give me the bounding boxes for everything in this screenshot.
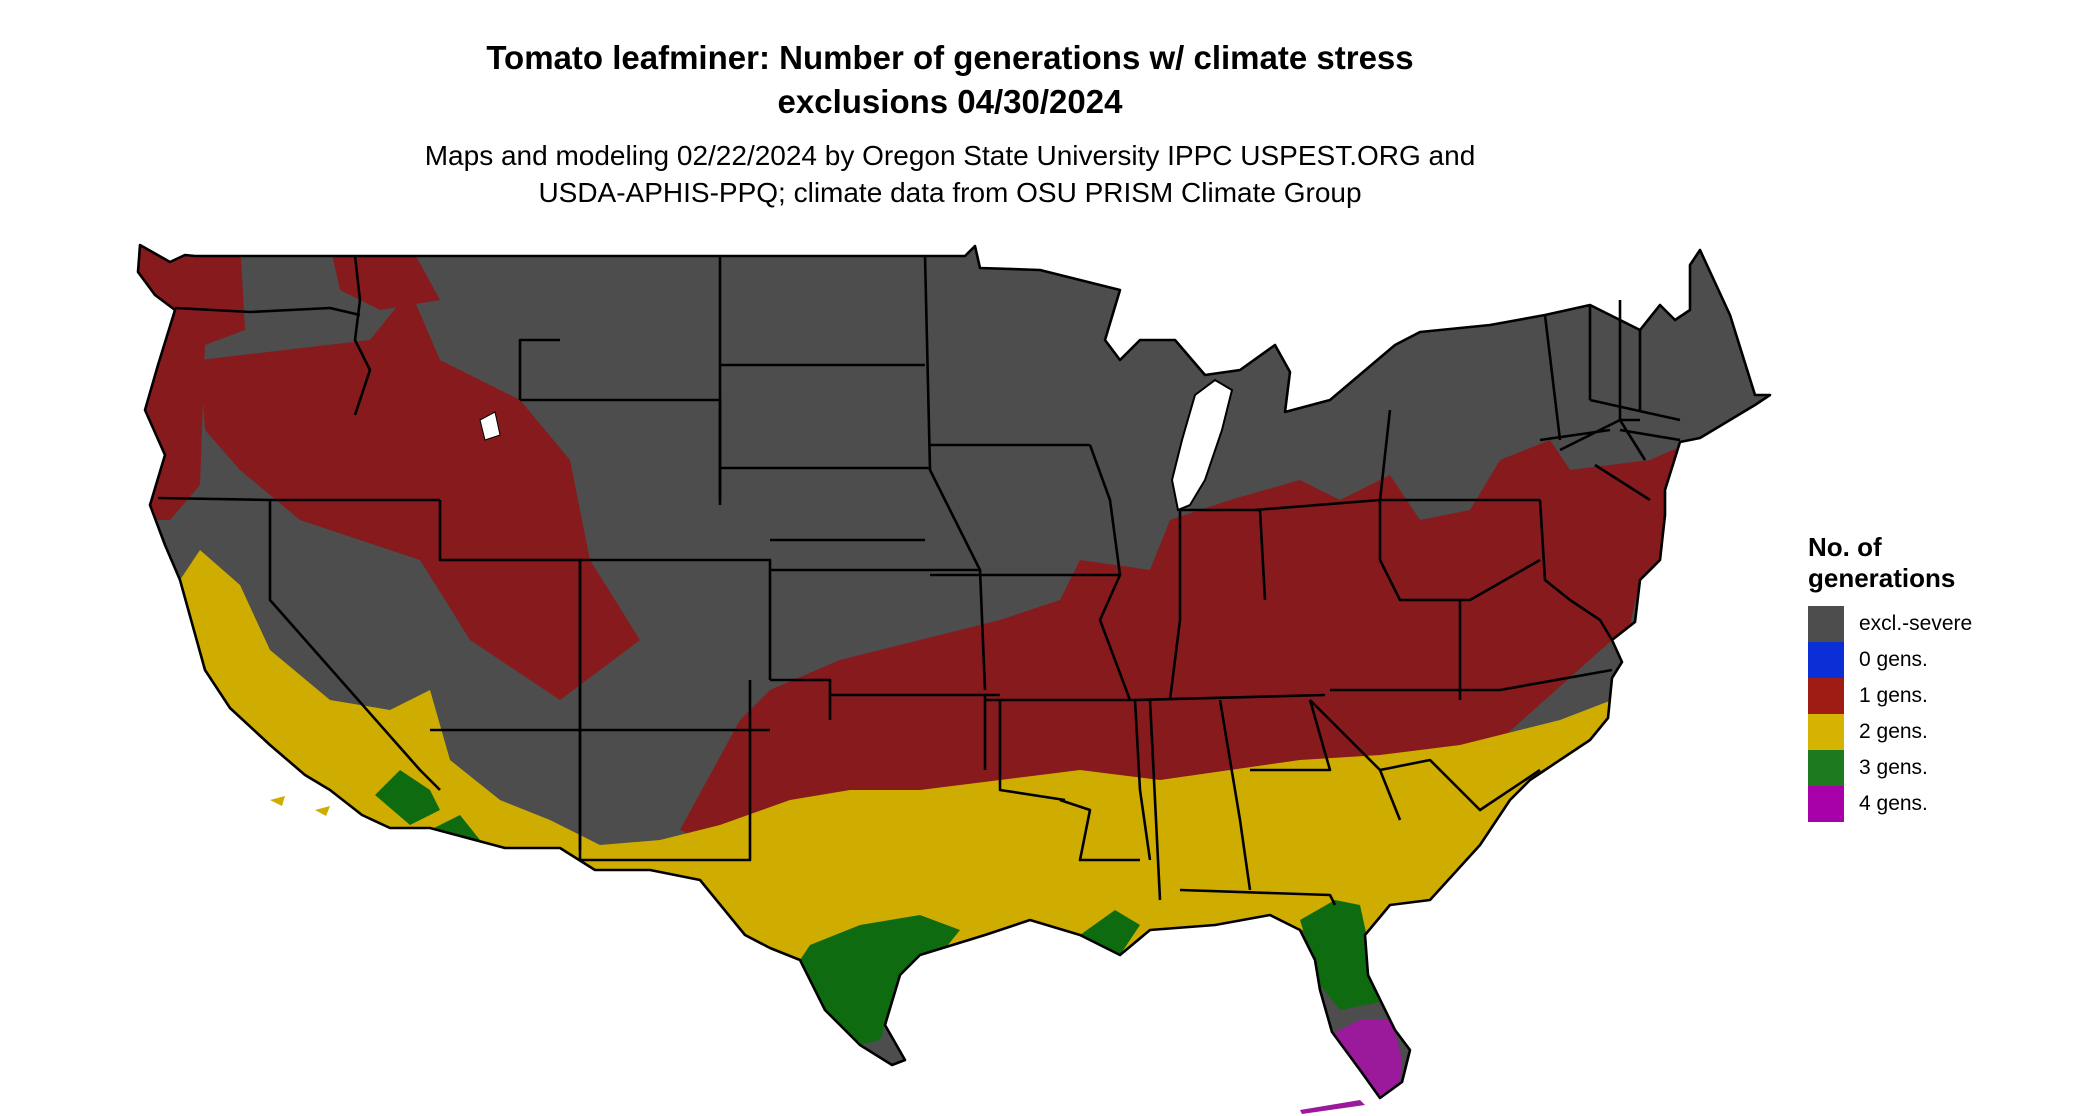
legend-label: 2 gens. bbox=[1859, 720, 1928, 743]
legend-item-0-gens: 0 gens. bbox=[1808, 642, 1972, 678]
legend-item-4-gens: 4 gens. bbox=[1808, 786, 1972, 822]
legend-label: 4 gens. bbox=[1859, 792, 1928, 815]
legend: No. of generations excl.-severe 0 gens. … bbox=[1808, 532, 1972, 822]
legend-label: excl.-severe bbox=[1859, 612, 1973, 635]
legend-swatch bbox=[1808, 642, 1844, 678]
florida-keys bbox=[1300, 1100, 1365, 1114]
map-subtitle-line-2: USDA-APHIS-PPQ; climate data from OSU PR… bbox=[538, 177, 1362, 208]
state-borders bbox=[136, 243, 1772, 1100]
legend-swatch bbox=[1808, 750, 1844, 786]
legend-item-excluded: excl.-severe bbox=[1808, 606, 1972, 642]
map-title-line-2: exclusions 04/30/2024 bbox=[777, 83, 1123, 120]
zone-four-gen bbox=[1330, 1020, 1402, 1098]
great-salt-lake bbox=[479, 411, 501, 441]
zone-two-gen bbox=[180, 550, 1612, 1045]
legend-title-line-2: generations bbox=[1808, 563, 1956, 593]
us-outline bbox=[136, 243, 1772, 1100]
legend-label: 1 gens. bbox=[1859, 684, 1928, 707]
lake-michigan bbox=[1170, 378, 1234, 512]
legend-label: 3 gens. bbox=[1859, 756, 1928, 779]
legend-label: 0 gens. bbox=[1859, 648, 1928, 671]
map-title: Tomato leafminer: Number of generations … bbox=[0, 36, 1900, 124]
zone-three-gen bbox=[375, 770, 1390, 1045]
legend-title-line-1: No. of bbox=[1808, 532, 1882, 562]
legend-swatch bbox=[1808, 678, 1844, 714]
channel-islands bbox=[270, 796, 330, 816]
legend-swatch bbox=[1808, 606, 1844, 642]
legend-title: No. of generations bbox=[1808, 532, 1972, 594]
zone-one-gen bbox=[138, 245, 1700, 850]
legend-item-2-gens: 2 gens. bbox=[1808, 714, 1972, 750]
map-subtitle-line-1: Maps and modeling 02/22/2024 by Oregon S… bbox=[424, 140, 1476, 171]
legend-item-3-gens: 3 gens. bbox=[1808, 750, 1972, 786]
legend-swatch bbox=[1808, 714, 1844, 750]
map-subtitle: Maps and modeling 02/22/2024 by Oregon S… bbox=[0, 137, 1900, 211]
map-title-line-1: Tomato leafminer: Number of generations … bbox=[486, 39, 1414, 76]
legend-swatch bbox=[1808, 786, 1844, 822]
legend-item-1-gens: 1 gens. bbox=[1808, 678, 1972, 714]
